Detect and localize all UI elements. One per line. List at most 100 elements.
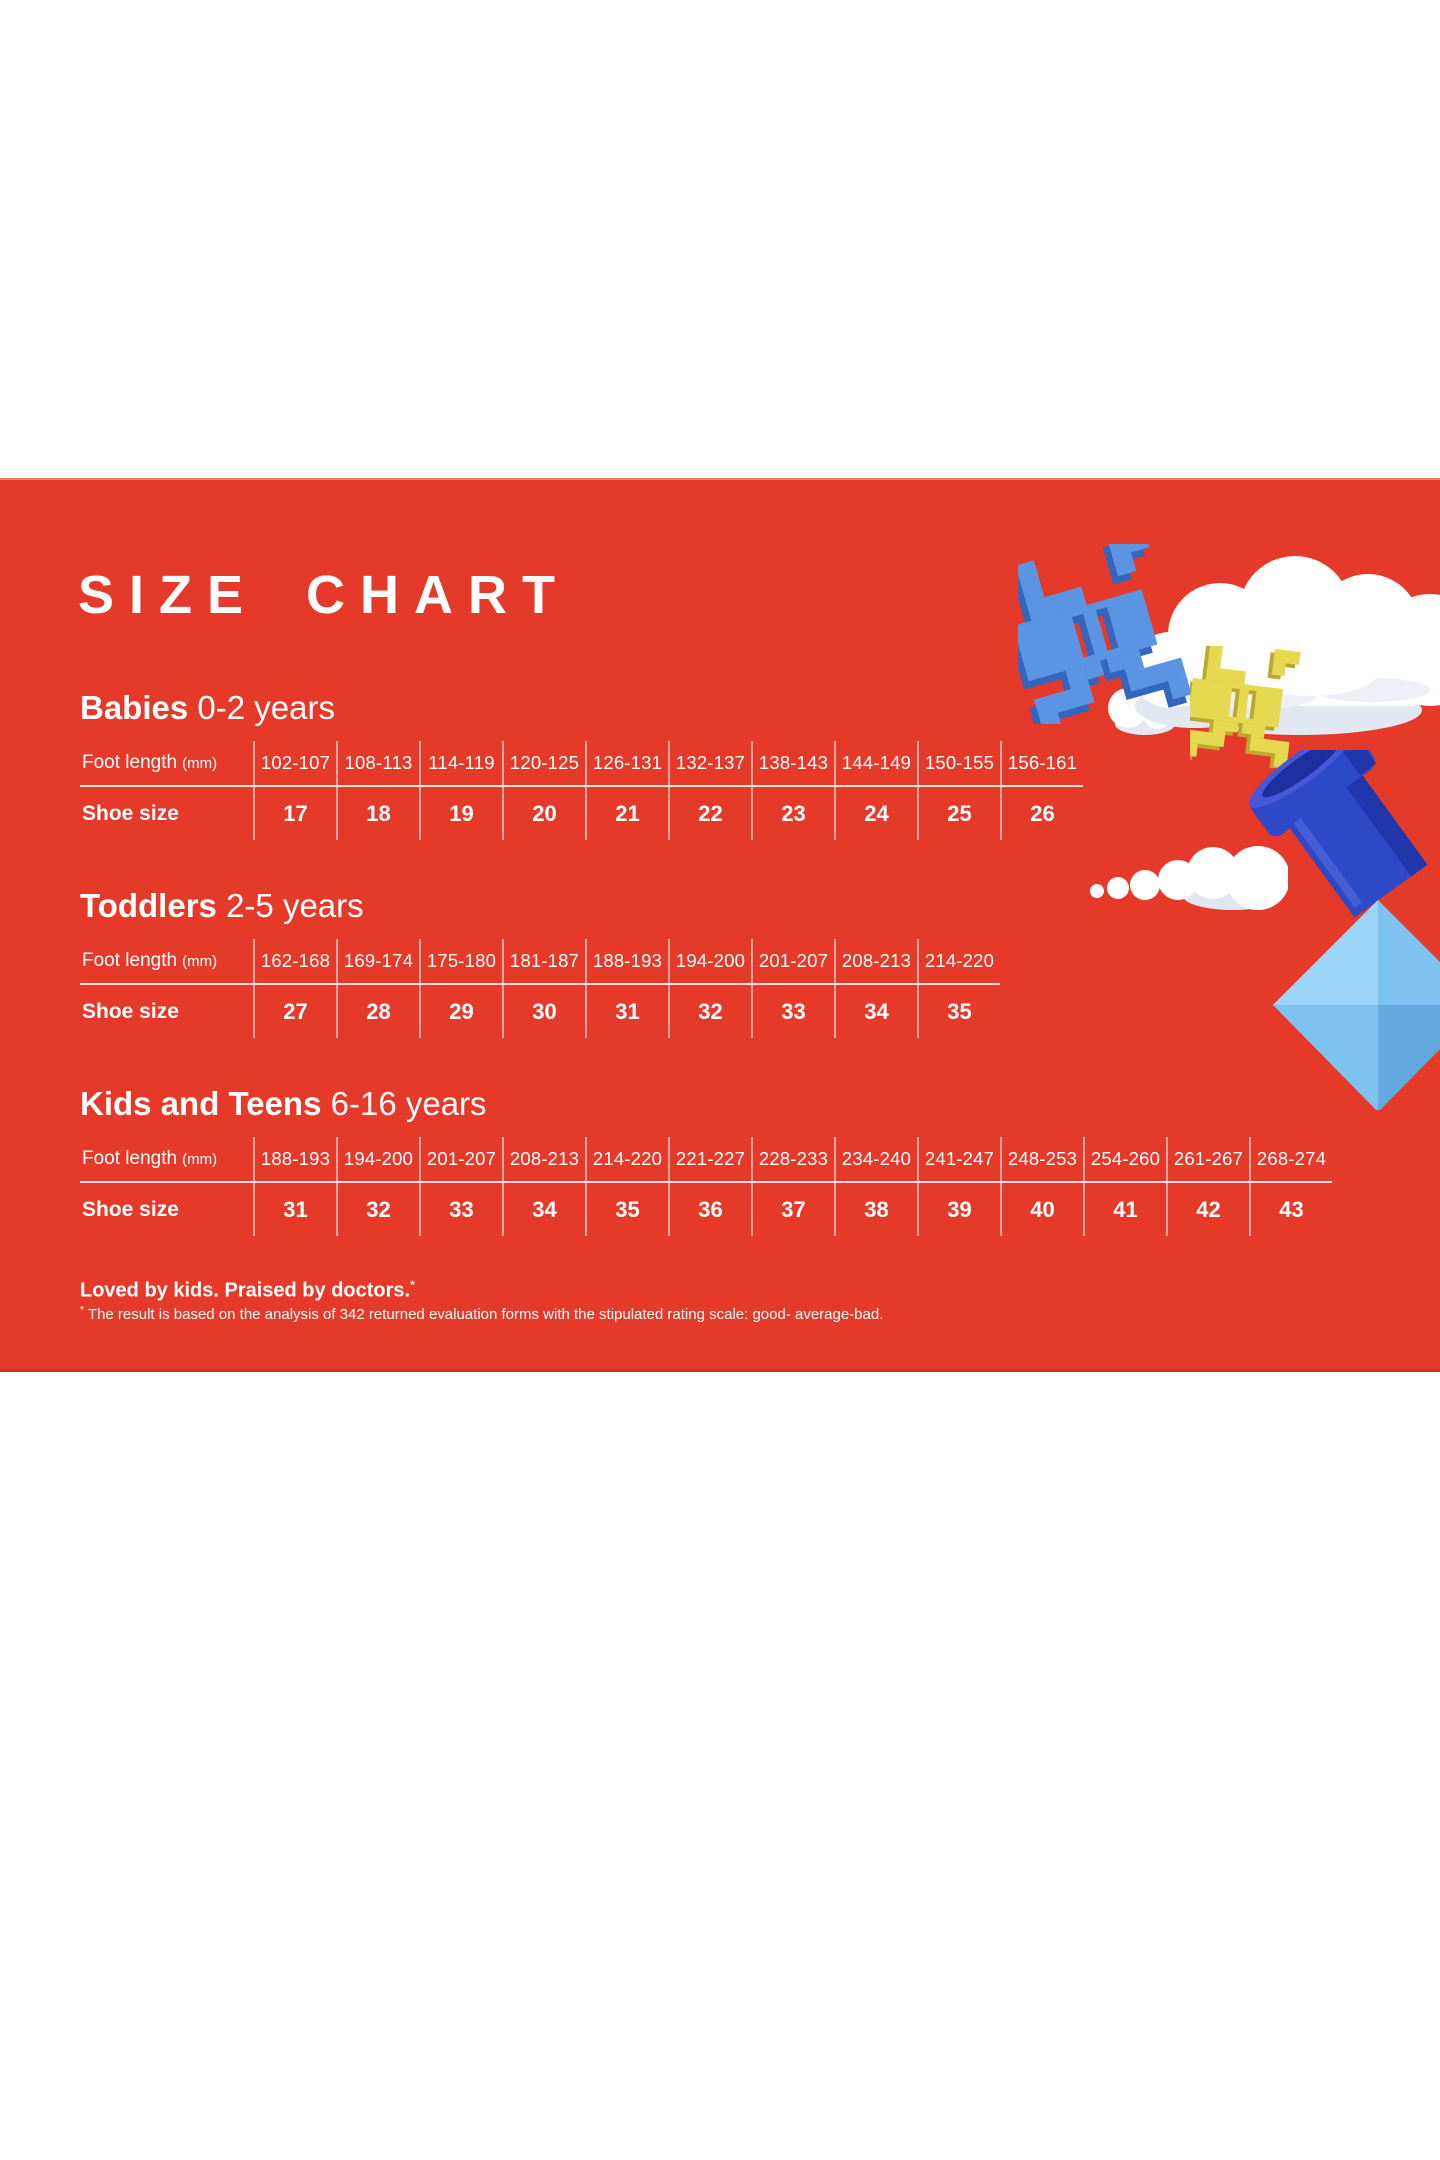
shoe-size-value: 28 [336,985,419,1038]
shoe-size-value: 36 [668,1183,751,1236]
foot-length-label-text: Foot length [82,950,178,971]
section-heading: Babies 0-2 years [80,688,1083,728]
foot-length-value: 150-155 [917,741,1000,785]
size-section-kids-and-teens: Kids and Teens 6-16 years Foot length (mm)… [80,1084,1332,1236]
foot-length-value: 208-213 [502,1137,585,1181]
foot-length-label: Foot length (mm) [80,939,253,983]
foot-length-unit: (mm) [182,952,218,970]
shoe-size-value: 35 [917,985,1000,1038]
shoe-size-value: 30 [502,985,585,1038]
foot-length-value: 254-260 [1083,1137,1166,1181]
foot-length-unit: (mm) [182,754,218,772]
tagline-asterisk: * [410,1278,415,1292]
section-age-range: 0-2 years [197,689,335,726]
section-age-range: 2-5 years [226,887,364,924]
shoe-size-value: 22 [668,787,751,840]
foot-length-value: 132-137 [668,741,751,785]
shoe-size-value: 40 [1000,1183,1083,1236]
shoe-size-row: Shoe size 27 28 29 30 31 32 33 34 35 [80,985,1000,1038]
foot-length-value: 261-267 [1166,1137,1249,1181]
footnote-text: The result is based on the analysis of 3… [87,1306,884,1323]
foot-length-value: 234-240 [834,1137,917,1181]
shoe-size-value: 31 [253,1183,336,1236]
shoe-size-value: 33 [751,985,834,1038]
size-sections: Babies 0-2 years Foot length (mm) 102-107 10… [0,478,1440,1372]
shoe-size-value: 43 [1249,1183,1332,1236]
shoe-size-value: 35 [585,1183,668,1236]
shoe-size-value: 19 [419,787,502,840]
shoe-size-value: 39 [917,1183,1000,1236]
foot-length-value: 138-143 [751,741,834,785]
foot-length-value: 268-274 [1249,1137,1332,1181]
foot-length-value: 188-193 [253,1137,336,1181]
shoe-size-value: 34 [834,985,917,1038]
section-heading: Kids and Teens 6-16 years [80,1084,1332,1124]
shoe-size-value: 17 [253,787,336,840]
foot-length-value: 114-119 [419,741,502,785]
footnote: * The result is based on the analysis of … [80,1305,883,1323]
size-chart-banner: SIZE CHART Babies 0-2 years Foot length (m… [0,478,1440,1372]
footnote-asterisk: * [80,1305,84,1316]
foot-length-unit: (mm) [182,1150,218,1168]
shoe-size-label: Shoe size [82,999,179,1023]
shoe-size-value: 24 [834,787,917,840]
foot-length-value: 120-125 [502,741,585,785]
foot-length-value: 201-207 [751,939,834,983]
tagline: Loved by kids. Praised by doctors.* [80,1278,415,1303]
foot-length-value: 194-200 [668,939,751,983]
foot-length-value: 228-233 [751,1137,834,1181]
foot-length-value: 181-187 [502,939,585,983]
foot-length-row: Foot length (mm) 188-193 194-200 201-207 208-… [80,1137,1332,1183]
foot-length-value: 169-174 [336,939,419,983]
foot-length-value: 214-220 [917,939,1000,983]
size-table: Foot length (mm) 188-193 194-200 201-207 208-… [80,1137,1332,1236]
shoe-size-value: 41 [1083,1183,1166,1236]
shoe-size-value: 33 [419,1183,502,1236]
shoe-size-value: 21 [585,787,668,840]
shoe-size-value: 42 [1166,1183,1249,1236]
foot-length-value: 214-220 [585,1137,668,1181]
foot-length-value: 248-253 [1000,1137,1083,1181]
foot-length-value: 144-149 [834,741,917,785]
foot-length-value: 156-161 [1000,741,1083,785]
foot-length-row: Foot length (mm) 102-107 108-113 114-119 120-… [80,741,1083,787]
section-name: Toddlers [80,887,217,924]
size-section-toddlers: Toddlers 2-5 years Foot length (mm) 162-168… [80,886,1000,1038]
foot-length-row: Foot length (mm) 162-168 169-174 175-180 181-… [80,939,1000,985]
foot-length-value: 108-113 [336,741,419,785]
tagline-text: Loved by kids. Praised by doctors. [80,1279,411,1302]
size-table: Foot length (mm) 162-168 169-174 175-180 181-… [80,939,1000,1038]
foot-length-value: 102-107 [253,741,336,785]
section-heading: Toddlers 2-5 years [80,886,1000,926]
shoe-size-value: 32 [668,985,751,1038]
foot-length-value: 126-131 [585,741,668,785]
shoe-size-value: 32 [336,1183,419,1236]
page-title: SIZE CHART [78,565,570,625]
shoe-size-value: 23 [751,787,834,840]
shoe-size-row: Shoe size 31 32 33 34 35 36 37 38 39 40 41 42 43 [80,1183,1332,1236]
shoe-size-value: 34 [502,1183,585,1236]
foot-length-value: 175-180 [419,939,502,983]
foot-length-value: 241-247 [917,1137,1000,1181]
foot-length-value: 208-213 [834,939,917,983]
shoe-size-value: 31 [585,985,668,1038]
foot-length-value: 188-193 [585,939,668,983]
foot-length-label-text: Foot length [82,1148,178,1169]
shoe-size-value: 25 [917,787,1000,840]
foot-length-value: 194-200 [336,1137,419,1181]
size-section-babies: Babies 0-2 years Foot length (mm) 102-107 10… [80,688,1083,840]
foot-length-value: 221-227 [668,1137,751,1181]
shoe-size-value: 20 [502,787,585,840]
shoe-size-value: 37 [751,1183,834,1236]
shoe-size-label: Shoe size [82,801,179,825]
shoe-size-row: Shoe size 17 18 19 20 21 22 23 24 25 26 [80,787,1083,840]
section-name: Babies [80,689,189,726]
section-name: Kids and Teens [80,1085,322,1122]
foot-length-label: Foot length (mm) [80,1137,253,1181]
shoe-size-value: 18 [336,787,419,840]
foot-length-value: 162-168 [253,939,336,983]
size-table: Foot length (mm) 102-107 108-113 114-119 120-… [80,741,1083,840]
shoe-size-value: 26 [1000,787,1083,840]
section-age-range: 6-16 years [330,1085,487,1122]
